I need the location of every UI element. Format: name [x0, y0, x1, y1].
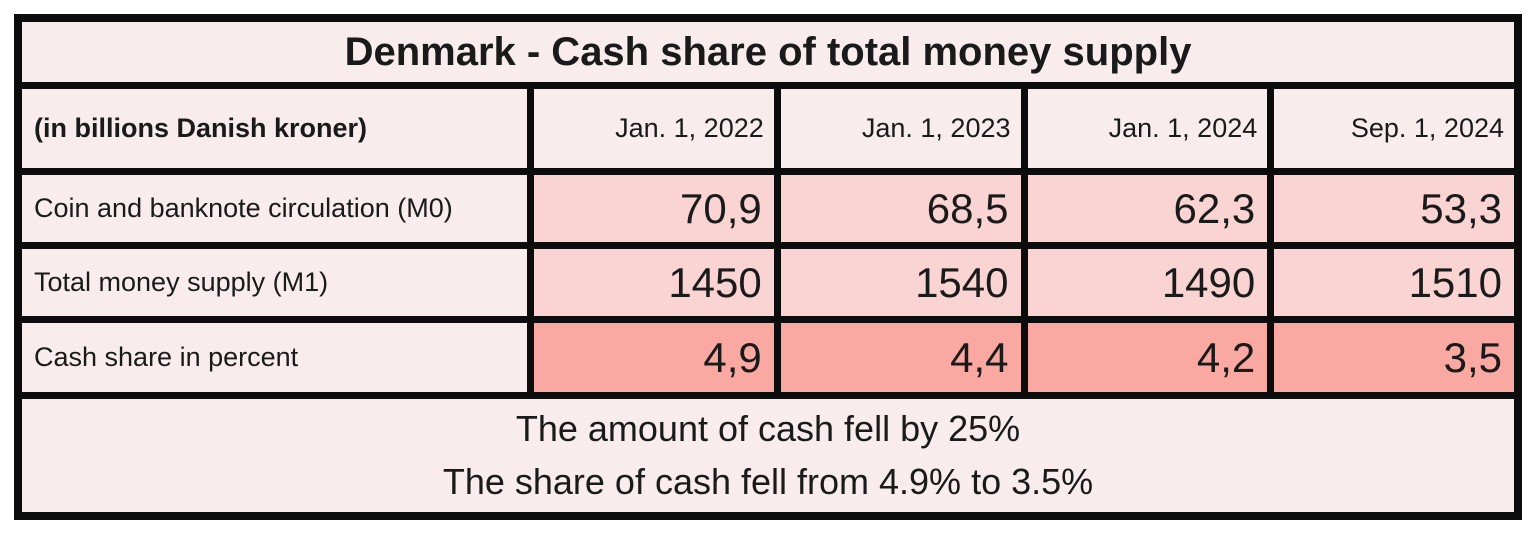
row-label-cash-share: Cash share in percent — [22, 323, 527, 392]
money-supply-table: Denmark - Cash share of total money supp… — [14, 14, 1522, 520]
cell-share-jan-2023: 4,4 — [780, 323, 1021, 392]
row-label-m1: Total money supply (M1) — [22, 249, 527, 316]
cell-m1-sep-2024: 1510 — [1274, 249, 1514, 316]
cell-m0-jan-2022: 70,9 — [534, 175, 774, 242]
cell-share-jan-2022: 4,9 — [534, 323, 774, 392]
cell-m1-jan-2024: 1490 — [1027, 249, 1268, 316]
col-header-jan-2023: Jan. 1, 2023 — [780, 89, 1021, 168]
col-header-sep-2024: Sep. 1, 2024 — [1274, 89, 1514, 168]
table-title: Denmark - Cash share of total money supp… — [22, 22, 1514, 82]
cell-m0-jan-2024: 62,3 — [1027, 175, 1268, 242]
unit-label: (in billions Danish kroner) — [22, 89, 527, 168]
cell-m0-jan-2023: 68,5 — [780, 175, 1021, 242]
cell-m0-sep-2024: 53,3 — [1274, 175, 1514, 242]
summary-note: The amount of cash fell by 25% The share… — [22, 399, 1514, 512]
cell-share-sep-2024: 3,5 — [1274, 323, 1514, 392]
cell-m1-jan-2023: 1540 — [780, 249, 1021, 316]
col-header-jan-2024: Jan. 1, 2024 — [1027, 89, 1268, 168]
summary-note-line2: The share of cash fell from 4.9% to 3.5% — [442, 460, 1094, 502]
summary-note-line1: The amount of cash fell by 25% — [515, 408, 1021, 450]
cell-m1-jan-2022: 1450 — [534, 249, 774, 316]
col-header-jan-2022: Jan. 1, 2022 — [534, 89, 774, 168]
cell-share-jan-2024: 4,2 — [1027, 323, 1268, 392]
row-label-m0: Coin and banknote circulation (M0) — [22, 175, 527, 242]
